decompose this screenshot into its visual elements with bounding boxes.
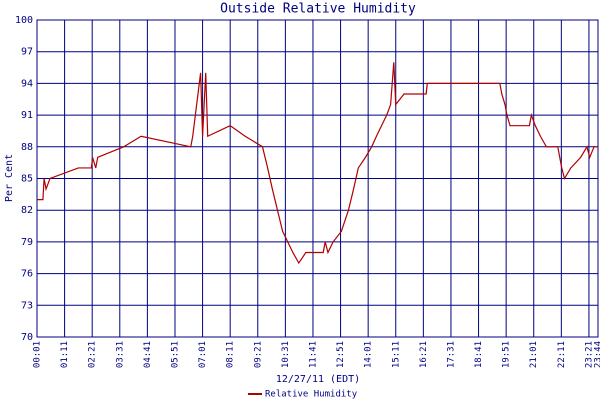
chart-title: Outside Relative Humidity — [220, 2, 416, 17]
x-tick-label: 17:31 — [446, 341, 456, 368]
x-tick-label: 19:51 — [502, 341, 512, 368]
x-tick-label: 21:01 — [529, 341, 539, 368]
x-tick-label: 09:21 — [253, 341, 263, 368]
x-tick-label: 04:41 — [143, 341, 153, 368]
y-tick-label: 82 — [21, 205, 33, 216]
x-tick-label: 07:01 — [198, 341, 208, 368]
y-axis-label: Per Cent — [4, 154, 15, 202]
data-line — [37, 62, 598, 265]
x-axis-label: 12/27/11 (EDT) — [276, 374, 360, 385]
x-tick-label: 15:11 — [391, 341, 401, 368]
x-tick-label: 10:31 — [281, 341, 291, 368]
x-tick-label: 02:21 — [88, 341, 98, 368]
x-tick-label: 18:41 — [474, 341, 484, 368]
y-tick-label: 94 — [21, 78, 33, 89]
legend-label: Relative Humidity — [265, 390, 358, 400]
y-tick-label: 88 — [21, 142, 33, 153]
x-tick-label: 23:44 — [594, 341, 600, 368]
x-tick-label: 01:11 — [60, 341, 70, 368]
y-tick-label: 85 — [21, 174, 33, 185]
y-tick-label: 79 — [21, 237, 33, 248]
y-tick-label: 100 — [15, 15, 33, 26]
y-tick-label: 91 — [21, 110, 33, 121]
y-tick-label: 97 — [21, 47, 33, 58]
x-tick-label: 05:51 — [170, 341, 180, 368]
x-tick-label: 23:21 — [584, 341, 594, 368]
x-tick-label: 11:41 — [308, 341, 318, 368]
x-tick-label: 22:11 — [557, 341, 567, 368]
plot-frame — [36, 19, 599, 338]
x-tick-label: 14:01 — [364, 341, 374, 368]
y-tick-label: 73 — [21, 300, 33, 311]
y-tick-label: 70 — [21, 332, 33, 343]
x-tick-label: 08:11 — [226, 341, 236, 368]
x-tick-label: 16:21 — [419, 341, 429, 368]
x-tick-label: 03:31 — [115, 341, 125, 368]
y-tick-label: 76 — [21, 269, 33, 280]
x-tick-label: 12:51 — [336, 341, 346, 368]
x-tick-label: 00:01 — [33, 341, 43, 368]
